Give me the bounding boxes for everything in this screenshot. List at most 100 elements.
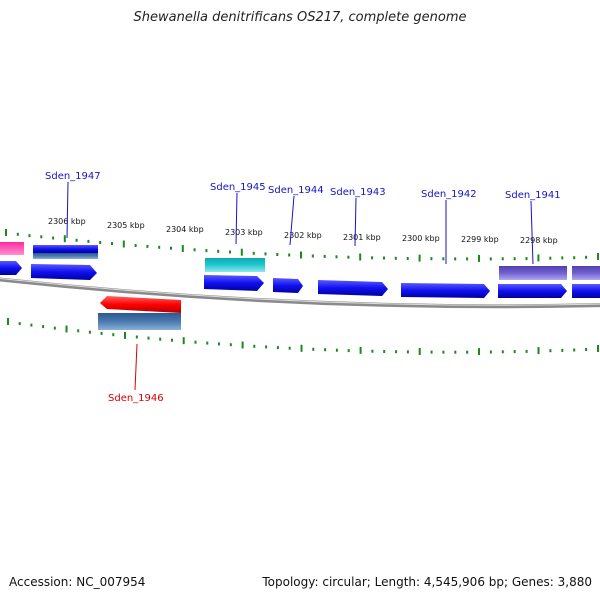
cds-feature-pink[interactable] xyxy=(0,242,24,255)
minor-tick xyxy=(383,256,385,260)
cds-feature-sden-1945[interactable] xyxy=(205,258,265,272)
page-title: Shewanella denitrificans OS217, complete… xyxy=(133,10,467,25)
scale-label: 2298 kbp xyxy=(520,236,558,245)
minor-tick xyxy=(193,248,196,252)
minor-tick xyxy=(16,232,19,236)
major-tick xyxy=(5,229,7,236)
genome-backbone xyxy=(0,277,600,309)
minor-tick xyxy=(311,254,314,258)
minor-tick xyxy=(513,257,516,261)
minor-tick xyxy=(312,347,315,351)
minor-tick xyxy=(442,257,445,261)
minor-tick xyxy=(549,349,552,353)
minor-tick xyxy=(171,338,173,342)
minor-tick xyxy=(30,323,33,327)
topology-label: Topology: circular; Length: 4,545,906 bp… xyxy=(262,575,592,589)
cds-feature-sden-1947-steel[interactable] xyxy=(33,253,98,259)
gene-label-sden-1941[interactable]: Sden_1941 xyxy=(505,190,561,201)
gene-label-sden-1945[interactable]: Sden_1945 xyxy=(210,182,266,193)
major-tick xyxy=(300,344,303,352)
major-tick xyxy=(124,331,126,339)
minor-tick xyxy=(53,326,56,330)
minor-tick xyxy=(87,239,90,243)
minor-tick xyxy=(18,322,21,326)
minor-tick xyxy=(42,325,45,329)
leader-line-sden-1941 xyxy=(530,200,534,265)
cds-feature-sden-1941[interactable] xyxy=(499,266,567,280)
leader-line-sden-1946 xyxy=(134,343,138,391)
minor-tick xyxy=(371,256,374,260)
minor-tick xyxy=(430,257,433,261)
gene-arrow-sden-1947[interactable] xyxy=(31,264,97,280)
major-tick xyxy=(300,251,302,259)
gene-labels: Sden_1947 Sden_1945 Sden_1944 Sden_1943 … xyxy=(45,171,561,404)
minor-tick xyxy=(561,256,564,260)
minor-tick xyxy=(513,350,516,354)
accession-label: Accession: NC_007954 xyxy=(9,575,146,589)
gene-label-sden-1942[interactable]: Sden_1942 xyxy=(421,189,477,200)
minor-tick xyxy=(229,250,231,254)
major-tick xyxy=(7,318,9,325)
major-tick xyxy=(597,345,599,352)
minor-tick xyxy=(252,251,255,255)
major-tick xyxy=(478,254,480,262)
minor-tick xyxy=(442,350,445,354)
minor-tick xyxy=(347,255,350,259)
gene-arrow-forward[interactable] xyxy=(0,261,22,275)
minor-tick xyxy=(395,350,398,354)
gene-arrow-sden-1946[interactable] xyxy=(100,296,181,313)
scale-label: 2301 kbp xyxy=(343,233,381,242)
minor-tick xyxy=(276,253,279,256)
minor-tick xyxy=(288,346,291,350)
minor-tick xyxy=(264,252,267,256)
major-tick xyxy=(418,254,421,262)
minor-tick xyxy=(394,256,397,260)
minor-tick xyxy=(206,341,209,345)
minor-tick xyxy=(324,348,327,352)
gene-label-sden-1947[interactable]: Sden_1947 xyxy=(45,171,101,182)
minor-tick xyxy=(88,330,91,334)
major-tick xyxy=(597,253,599,260)
gene-arrow-sden-1944[interactable] xyxy=(273,278,303,293)
gene-arrow-edge[interactable] xyxy=(572,284,600,298)
gene-arrow-sden-1942[interactable] xyxy=(401,283,490,298)
minor-tick xyxy=(371,349,374,353)
minor-tick xyxy=(501,350,504,354)
leader-line-sden-1943 xyxy=(354,197,357,247)
minor-tick xyxy=(265,345,268,349)
minor-tick xyxy=(489,257,492,261)
cds-feature-sden-1947[interactable] xyxy=(33,245,98,253)
minor-tick xyxy=(406,257,409,260)
minor-tick xyxy=(501,257,504,261)
gene-arrow-sden-1943[interactable] xyxy=(318,280,388,296)
minor-tick xyxy=(466,350,469,354)
gene-label-sden-1943[interactable]: Sden_1943 xyxy=(330,187,386,198)
minor-tick xyxy=(525,257,528,261)
forward-gene-track xyxy=(0,261,600,298)
minor-tick xyxy=(28,234,31,238)
gene-arrow-sden-1945[interactable] xyxy=(204,275,264,291)
gene-arrow-sden-1941[interactable] xyxy=(498,284,567,298)
minor-tick xyxy=(466,257,469,261)
leader-line-sden-1944 xyxy=(289,195,295,246)
minor-tick xyxy=(573,256,576,260)
leader-line-sden-1945 xyxy=(235,192,238,245)
minor-tick xyxy=(561,348,564,352)
gene-label-lines xyxy=(66,181,534,391)
minor-tick xyxy=(347,349,350,353)
scale-label: 2299 kbp xyxy=(461,235,499,244)
minor-tick xyxy=(454,257,457,261)
minor-tick xyxy=(573,348,576,352)
minor-tick xyxy=(100,331,103,335)
minor-tick xyxy=(525,349,528,353)
minor-tick xyxy=(335,255,338,259)
minor-tick xyxy=(229,343,232,347)
gene-label-sden-1946[interactable]: Sden_1946 xyxy=(108,393,164,404)
minor-tick xyxy=(146,244,149,248)
cds-feature-purple-edge[interactable] xyxy=(572,266,600,280)
cds-feature-sden-1946-steel[interactable] xyxy=(98,313,181,330)
major-tick xyxy=(537,254,540,262)
minor-tick xyxy=(112,333,115,337)
gene-label-sden-1944[interactable]: Sden_1944 xyxy=(268,185,324,196)
